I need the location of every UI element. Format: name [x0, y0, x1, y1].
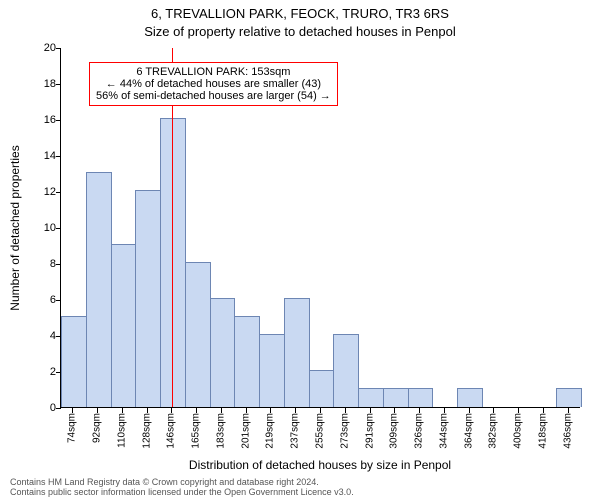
- histogram-bar: [284, 298, 310, 407]
- x-tick-label: 237sqm: [290, 413, 301, 449]
- title-comparison: Size of property relative to detached ho…: [0, 24, 600, 39]
- y-tick-label: 6: [26, 294, 56, 306]
- x-tick-label: 364sqm: [463, 413, 474, 449]
- x-tick-label: 110sqm: [116, 413, 127, 448]
- chart-area: 6 TREVALLION PARK: 153sqm← 44% of detach…: [60, 48, 580, 408]
- x-tick-label: 291sqm: [364, 413, 375, 449]
- y-tick-label: 10: [26, 222, 56, 234]
- x-tick-label: 418sqm: [537, 413, 548, 449]
- x-tick-label: 92sqm: [92, 413, 103, 443]
- x-tick-label: 400sqm: [513, 413, 524, 449]
- x-tick-label: 183sqm: [215, 413, 226, 449]
- y-tick-label: 16: [26, 114, 56, 126]
- y-tick-mark: [56, 192, 61, 193]
- histogram-bar: [457, 388, 483, 407]
- x-tick-label: 436sqm: [562, 413, 573, 449]
- histogram-bar: [259, 334, 285, 407]
- histogram-bar: [333, 334, 359, 407]
- x-axis-label: Distribution of detached houses by size …: [60, 458, 580, 472]
- y-tick-label: 4: [26, 330, 56, 342]
- y-tick-label: 12: [26, 186, 56, 198]
- x-tick-label: 344sqm: [438, 413, 449, 449]
- histogram-bar: [234, 316, 260, 407]
- y-tick-mark: [56, 120, 61, 121]
- x-tick-label: 165sqm: [191, 413, 202, 449]
- histogram-bar: [111, 244, 137, 407]
- histogram-bar: [408, 388, 434, 407]
- histogram-bar: [358, 388, 384, 407]
- annotation-line: ← 44% of detached houses are smaller (43…: [96, 78, 331, 90]
- x-tick-label: 146sqm: [166, 413, 177, 449]
- annotation-line: 56% of semi-detached houses are larger (…: [96, 90, 331, 102]
- y-tick-mark: [56, 228, 61, 229]
- y-tick-mark: [56, 300, 61, 301]
- y-tick-label: 0: [26, 402, 56, 414]
- histogram-bar: [309, 370, 335, 407]
- x-tick-label: 255sqm: [315, 413, 326, 449]
- histogram-bar: [61, 316, 87, 407]
- footer-line2: Contains public sector information licen…: [10, 488, 354, 498]
- histogram-bar: [383, 388, 409, 407]
- annotation-box: 6 TREVALLION PARK: 153sqm← 44% of detach…: [89, 62, 338, 106]
- y-tick-mark: [56, 408, 61, 409]
- y-tick-label: 2: [26, 366, 56, 378]
- x-tick-label: 382sqm: [488, 413, 499, 449]
- histogram-bar: [185, 262, 211, 407]
- plot-area: 6 TREVALLION PARK: 153sqm← 44% of detach…: [60, 48, 580, 408]
- x-tick-label: 219sqm: [265, 413, 276, 449]
- x-tick-label: 309sqm: [389, 413, 400, 449]
- y-tick-mark: [56, 84, 61, 85]
- y-tick-label: 14: [26, 150, 56, 162]
- histogram-bar: [135, 190, 161, 407]
- y-tick-mark: [56, 156, 61, 157]
- y-tick-label: 18: [26, 78, 56, 90]
- title-address: 6, TREVALLION PARK, FEOCK, TRURO, TR3 6R…: [0, 6, 600, 21]
- y-tick-mark: [56, 264, 61, 265]
- y-tick-mark: [56, 48, 61, 49]
- footer-attribution: Contains HM Land Registry data © Crown c…: [10, 478, 354, 498]
- y-tick-label: 8: [26, 258, 56, 270]
- y-axis-label: Number of detached properties: [8, 145, 22, 310]
- x-tick-label: 273sqm: [339, 413, 350, 449]
- x-tick-label: 326sqm: [414, 413, 425, 449]
- x-tick-label: 128sqm: [141, 413, 152, 449]
- x-tick-label: 74sqm: [67, 413, 78, 443]
- y-tick-label: 20: [26, 42, 56, 54]
- annotation-line: 6 TREVALLION PARK: 153sqm: [96, 66, 331, 78]
- histogram-bar: [86, 172, 112, 407]
- x-tick-label: 201sqm: [240, 413, 251, 449]
- histogram-bar: [210, 298, 236, 407]
- histogram-bar: [556, 388, 582, 407]
